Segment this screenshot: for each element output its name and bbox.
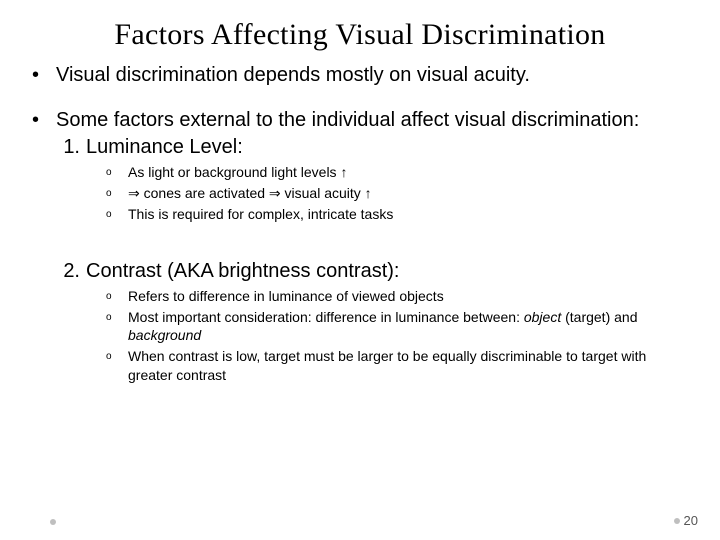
- lum-sub-1: o As light or background light levels ↑: [106, 163, 692, 182]
- luminance-sublist: o As light or background light levels ↑ …: [106, 163, 692, 224]
- numbered-1-label: Luminance Level:: [86, 134, 692, 161]
- lum-sub-3: o This is required for complex, intricat…: [106, 205, 692, 224]
- sub-marker: o: [106, 163, 128, 182]
- bullet-marker: •: [28, 107, 56, 134]
- bullet-2: • Some factors external to the individua…: [28, 107, 692, 134]
- sub-marker: o: [106, 184, 128, 203]
- sub-marker: o: [106, 287, 128, 306]
- contrast-sublist: o Refers to difference in luminance of v…: [106, 287, 692, 385]
- sub-marker: o: [106, 308, 128, 346]
- numbered-2: 2. Contrast (AKA brightness contrast):: [28, 258, 692, 285]
- lum-sub-2: o ⇒ cones are activated ⇒ visual acuity …: [106, 184, 692, 203]
- bullet-1-text: Visual discrimination depends mostly on …: [56, 62, 692, 89]
- footer: 20: [674, 513, 698, 528]
- background-emphasis: background: [128, 327, 201, 343]
- object-emphasis: object: [524, 309, 561, 325]
- bullet-1: • Visual discrimination depends mostly o…: [28, 62, 692, 89]
- footer-dot-icon: [674, 518, 680, 524]
- con-sub-2: o Most important consideration: differen…: [106, 308, 692, 346]
- lum-sub-2-text: ⇒ cones are activated ⇒ visual acuity ↑: [128, 184, 692, 203]
- slide-title: Factors Affecting Visual Discrimination: [28, 18, 692, 52]
- con-sub-3: o When contrast is low, target must be l…: [106, 347, 692, 385]
- con-sub-3-text: When contrast is low, target must be lar…: [128, 347, 692, 385]
- page-number: 20: [684, 513, 698, 528]
- con-sub-2-text: Most important consideration: difference…: [128, 308, 692, 346]
- sub-marker: o: [106, 347, 128, 385]
- con-sub-1: o Refers to difference in luminance of v…: [106, 287, 692, 306]
- footer-dot-left-icon: [50, 519, 56, 525]
- con-sub-1-text: Refers to difference in luminance of vie…: [128, 287, 692, 306]
- bullet-marker: •: [28, 62, 56, 89]
- lum-sub-3-text: This is required for complex, intricate …: [128, 205, 692, 224]
- numbered-2-num: 2.: [54, 258, 86, 285]
- numbered-1: 1. Luminance Level:: [28, 134, 692, 161]
- sub-marker: o: [106, 205, 128, 224]
- numbered-2-label: Contrast (AKA brightness contrast):: [86, 258, 692, 285]
- lum-sub-1-text: As light or background light levels ↑: [128, 163, 692, 182]
- numbered-1-num: 1.: [54, 134, 86, 161]
- bullet-2-text: Some factors external to the individual …: [56, 107, 692, 134]
